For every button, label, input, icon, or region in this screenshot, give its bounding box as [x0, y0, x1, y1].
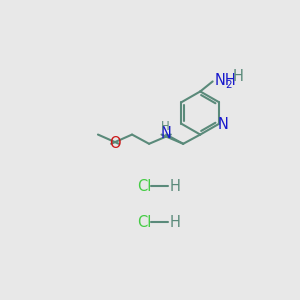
Text: N: N — [161, 126, 172, 141]
Text: H: H — [233, 68, 244, 83]
Text: Cl: Cl — [137, 178, 152, 194]
Text: 2: 2 — [225, 80, 232, 89]
Text: H: H — [169, 215, 180, 230]
Text: NH: NH — [214, 73, 236, 88]
Text: H: H — [161, 120, 170, 134]
Text: O: O — [109, 136, 121, 151]
Text: H: H — [169, 178, 180, 194]
Text: N: N — [218, 117, 228, 132]
Text: Cl: Cl — [137, 215, 152, 230]
